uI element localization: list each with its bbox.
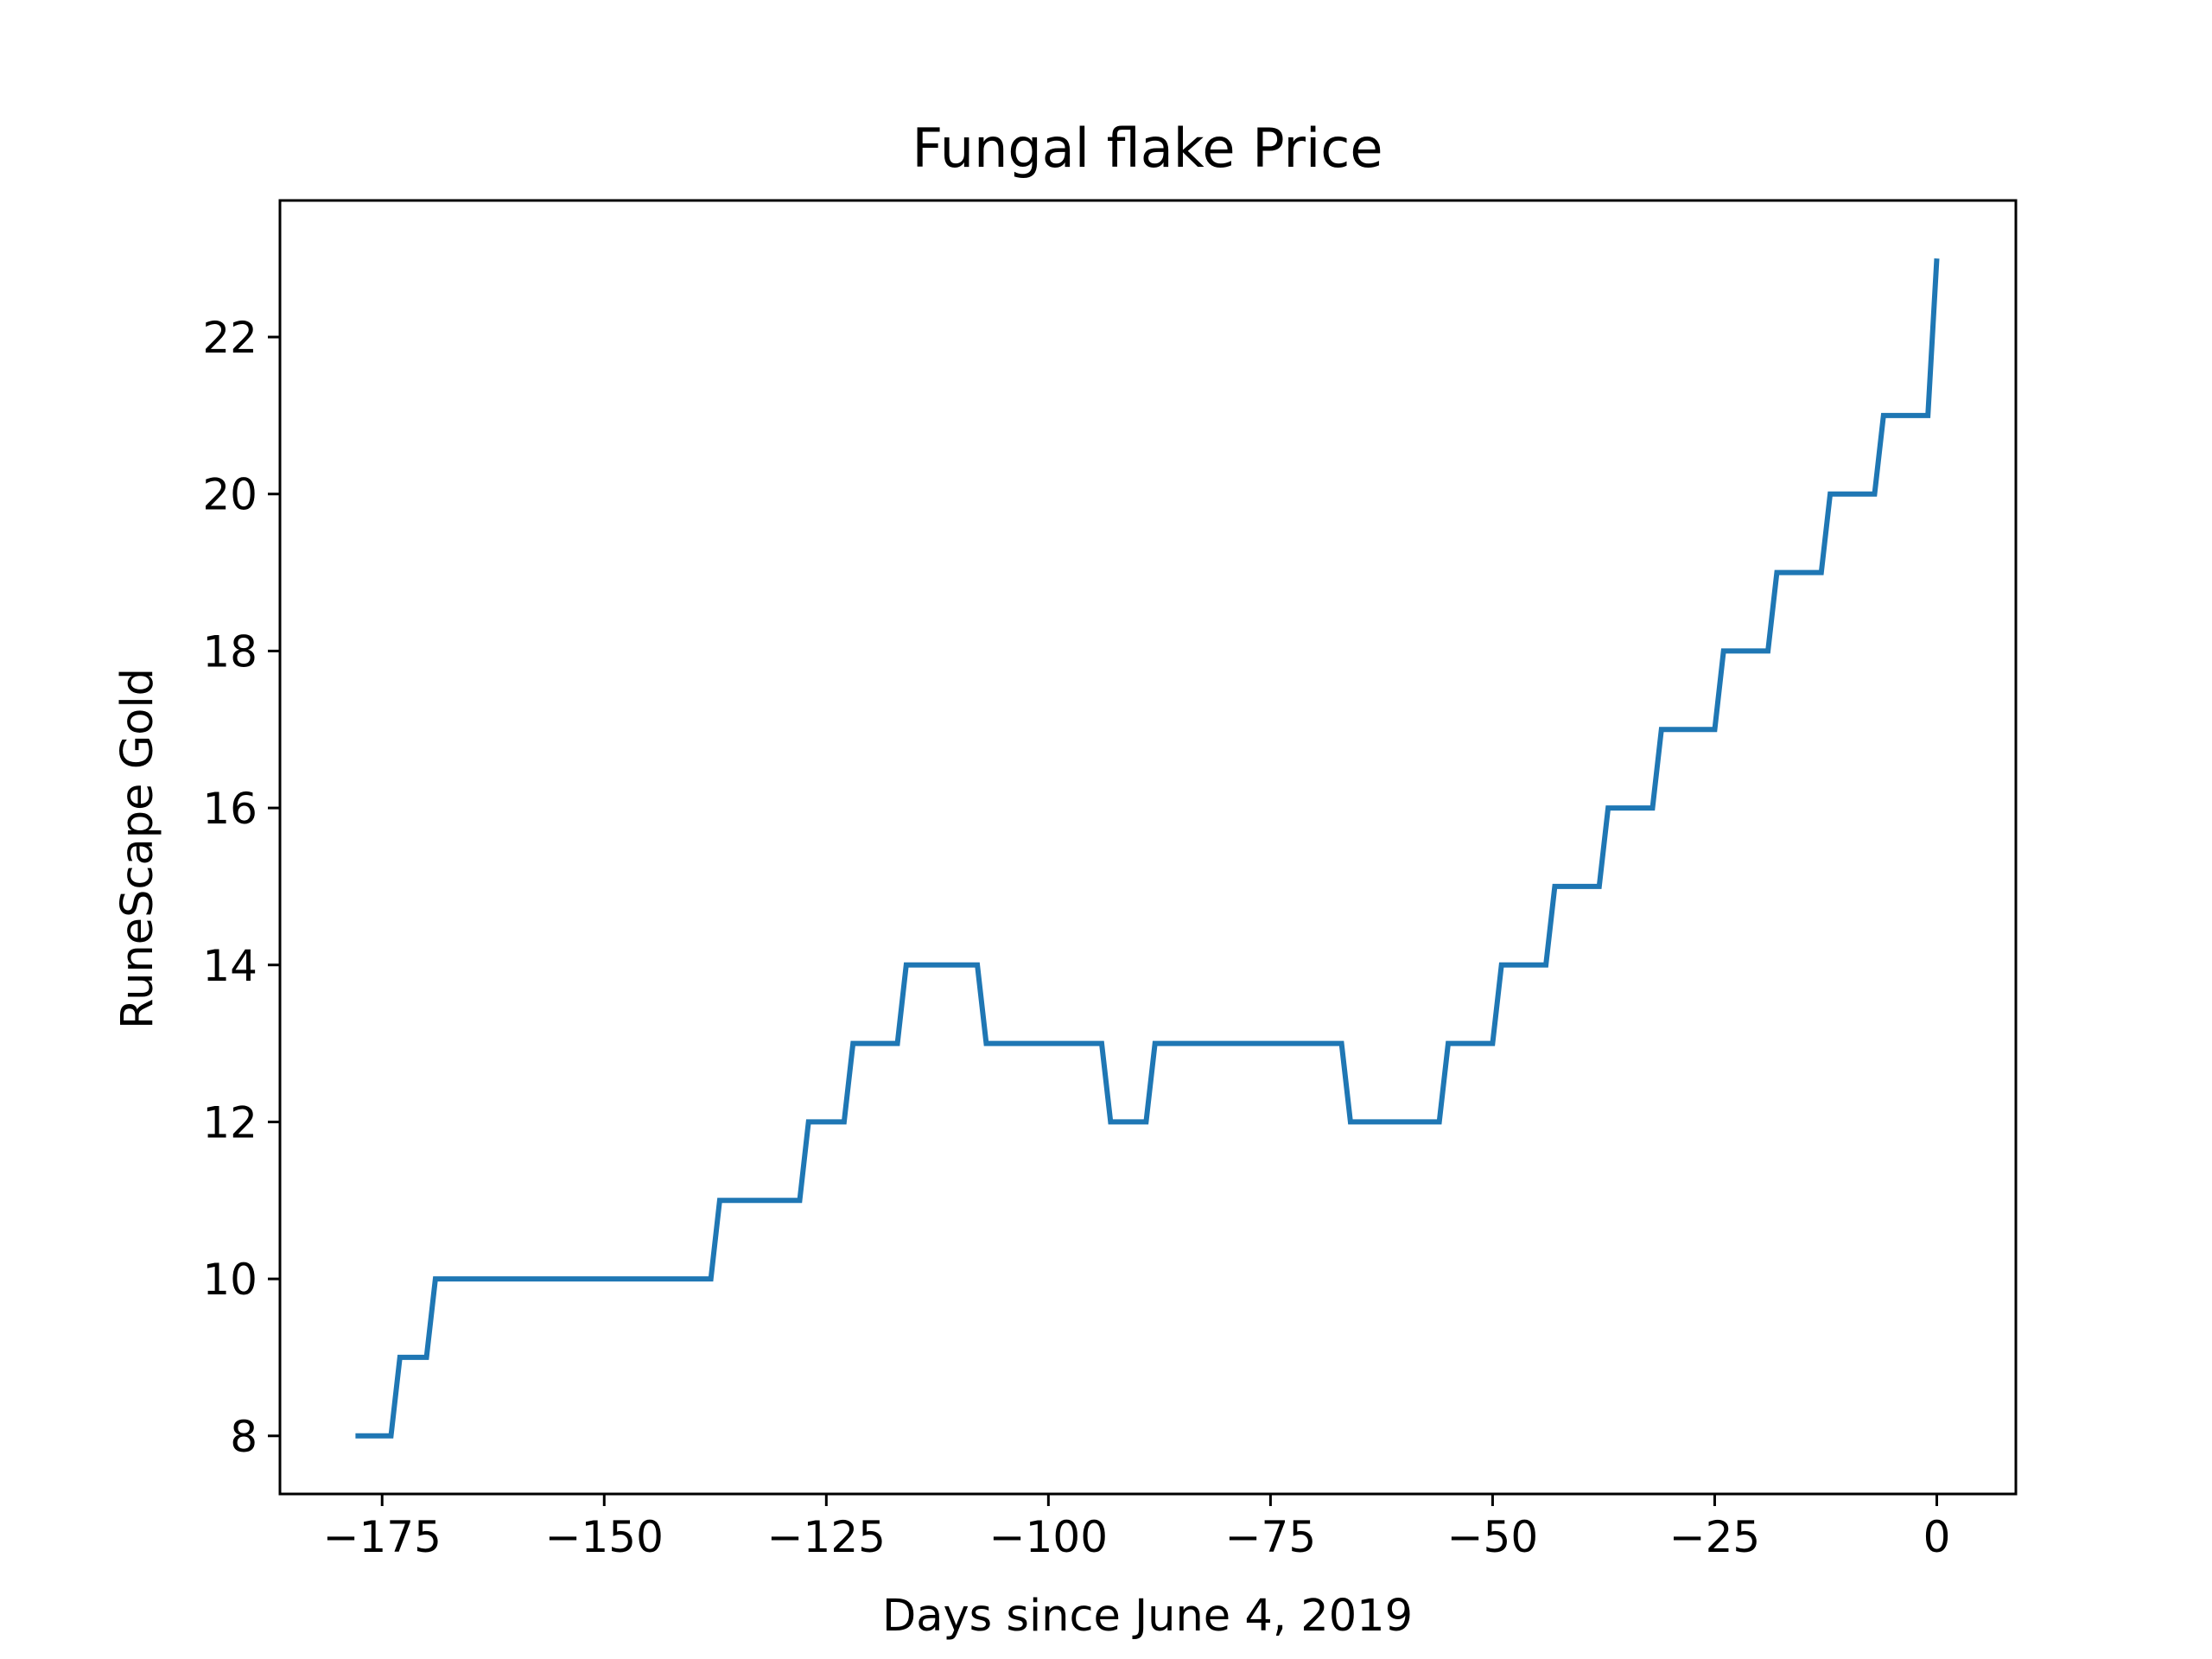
y-tick-label: 14 [202, 941, 257, 991]
plot-frame [278, 199, 2018, 1496]
chart-title: Fungal flake Price [912, 117, 1383, 180]
price-series-line [355, 258, 1940, 1439]
y-tick-label: 20 [202, 470, 257, 520]
y-tick-label: 16 [202, 784, 257, 834]
x-tick-label: 0 [1923, 1512, 1951, 1562]
x-tick-label: −175 [323, 1512, 442, 1562]
x-tick-label: −100 [989, 1512, 1108, 1562]
x-tick-label: −75 [1225, 1512, 1317, 1562]
y-tick-label: 18 [202, 626, 257, 677]
y-axis-label: RuneScape Gold [112, 668, 163, 1029]
y-tick-label: 10 [202, 1255, 257, 1305]
x-tick-label: −25 [1669, 1512, 1761, 1562]
y-tick-label: 22 [202, 313, 257, 363]
plot-area [355, 258, 1940, 1439]
x-axis-label: Days since June 4, 2019 [882, 1591, 1413, 1642]
x-tick-label: −150 [545, 1512, 664, 1562]
x-tick-label: −125 [767, 1512, 886, 1562]
y-tick-label: 12 [202, 1097, 257, 1147]
y-axis: 8 10 12 14 16 18 20 22 [202, 313, 280, 1462]
x-axis: −175 −150 −125 −100 −75 −50 −25 0 [323, 1494, 1951, 1562]
x-tick-label: −50 [1447, 1512, 1539, 1562]
y-tick-label: 8 [230, 1412, 257, 1462]
